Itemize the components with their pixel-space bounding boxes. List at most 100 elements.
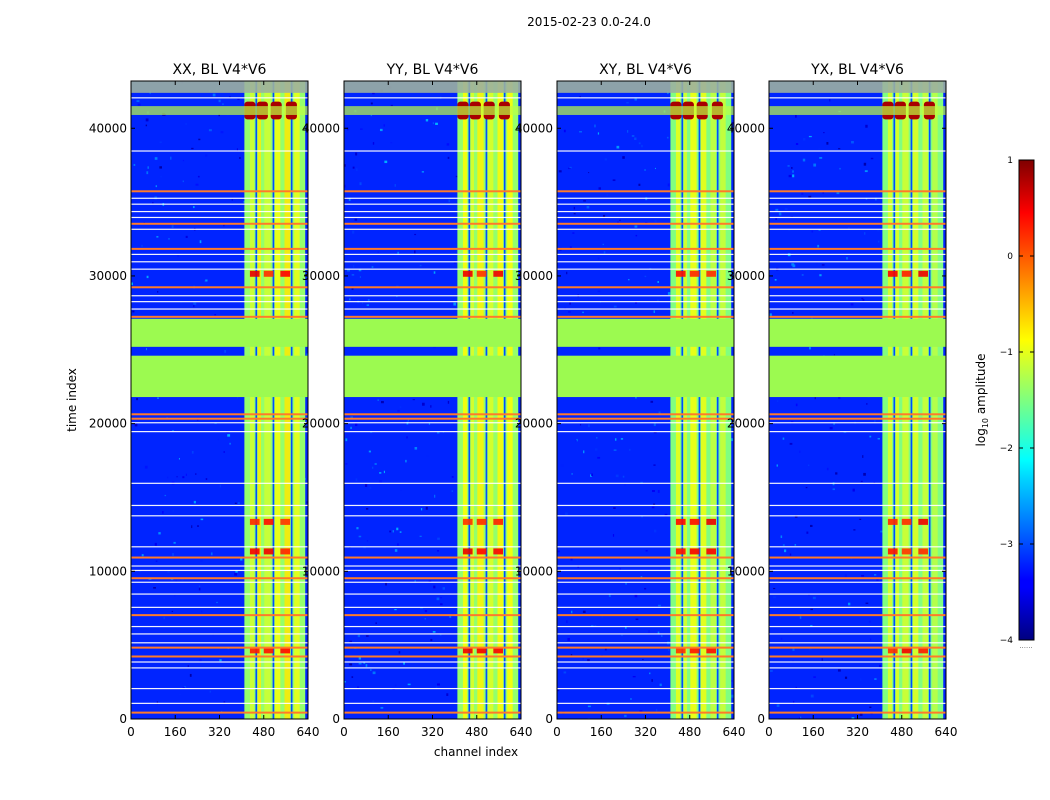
- panel-title: XY, BL V4*V6: [599, 62, 692, 78]
- noise-speck: [447, 156, 450, 159]
- noise-speck: [436, 683, 440, 686]
- noise-speck: [644, 587, 647, 590]
- noise-speck: [865, 602, 869, 604]
- noise-speck: [667, 183, 670, 187]
- noise-speck: [212, 93, 216, 97]
- noise-speck: [569, 166, 572, 169]
- y-tick-label: 0: [332, 712, 340, 726]
- noise-speck: [175, 579, 177, 582]
- rfi-patch: [706, 548, 717, 555]
- noise-speck: [602, 214, 606, 217]
- noise-speck: [638, 183, 641, 186]
- noise-speck: [360, 128, 363, 130]
- colorbar-under-marker: ......: [1019, 642, 1032, 650]
- noise-speck: [869, 638, 872, 641]
- noise-speck: [614, 438, 617, 441]
- noise-speck: [209, 690, 212, 693]
- flag-line: [769, 565, 946, 567]
- rfi-patch: [476, 647, 487, 654]
- noise-speck: [446, 693, 449, 696]
- x-tick-label: 160: [377, 725, 400, 739]
- noise-speck: [877, 438, 880, 440]
- rfi-column: [249, 81, 255, 719]
- x-tick-label: 0: [127, 725, 135, 739]
- flag-line: [131, 431, 308, 433]
- noise-speck: [588, 172, 590, 174]
- noise-speck: [864, 170, 868, 173]
- noise-speck: [390, 104, 393, 107]
- noise-speck: [583, 200, 586, 202]
- noise-speck: [348, 198, 351, 201]
- noise-speck: [182, 159, 185, 162]
- flag-line: [344, 268, 521, 270]
- colorbar-tick-label: −2: [1000, 444, 1013, 454]
- noise-speck: [826, 467, 829, 471]
- rfi-patch: [249, 647, 260, 654]
- noise-speck: [644, 169, 646, 171]
- noise-speck: [205, 154, 208, 157]
- y-tick-label: 30000: [515, 269, 553, 283]
- noise-speck: [377, 399, 379, 401]
- flag-line: [769, 228, 946, 230]
- flag-line: [557, 97, 734, 99]
- flag-line: [557, 203, 734, 205]
- noise-speck: [866, 403, 868, 405]
- noise-speck: [137, 103, 141, 106]
- noise-speck: [808, 648, 812, 651]
- noise-speck: [357, 634, 361, 638]
- noise-speck: [425, 506, 428, 510]
- rfi-gap: [681, 81, 684, 719]
- flag-line: [557, 268, 734, 270]
- noise-speck: [231, 199, 233, 201]
- flagged-block: [344, 318, 521, 347]
- noise-speck: [168, 238, 170, 240]
- noise-speck: [352, 166, 355, 169]
- flag-line: [557, 253, 734, 255]
- noise-speck: [407, 683, 411, 686]
- x-tick-label: 320: [421, 725, 444, 739]
- noise-speck: [433, 271, 436, 274]
- noise-speck: [358, 535, 362, 538]
- rfi-column: [477, 81, 484, 719]
- noise-speck: [641, 516, 643, 518]
- rfi-stripe: [344, 106, 521, 115]
- rfi-patch: [263, 518, 274, 525]
- y-tick-label: 20000: [89, 417, 127, 431]
- noise-speck: [567, 638, 570, 641]
- noise-speck: [878, 240, 880, 243]
- noise-speck: [661, 635, 663, 637]
- noise-speck: [859, 713, 863, 716]
- noise-speck: [802, 158, 806, 162]
- noise-speck: [568, 167, 571, 170]
- flag-line: [557, 228, 734, 230]
- noise-speck: [811, 230, 814, 233]
- noise-speck: [449, 615, 452, 618]
- noise-speck: [780, 637, 783, 640]
- noise-speck: [198, 587, 201, 591]
- flag-line: [344, 667, 521, 669]
- flag-line: [769, 546, 946, 548]
- noise-speck: [782, 544, 785, 547]
- y-tick-label: 20000: [727, 417, 765, 431]
- noise-speck: [597, 257, 600, 260]
- noise-speck: [795, 686, 797, 689]
- flag-line: [769, 308, 946, 310]
- noise-speck: [189, 673, 192, 677]
- x-tick-label: 320: [846, 725, 869, 739]
- noise-speck: [654, 167, 657, 170]
- noise-speck: [218, 114, 220, 117]
- noise-speck: [812, 596, 816, 600]
- noise-speck: [356, 168, 358, 172]
- noise-speck: [171, 610, 174, 612]
- noise-speck: [942, 223, 946, 226]
- noise-speck: [434, 494, 436, 498]
- noise-speck: [634, 594, 638, 598]
- noise-speck: [644, 275, 647, 278]
- noise-speck: [829, 426, 833, 430]
- flag-line: [557, 633, 734, 635]
- flag-line: [557, 504, 734, 507]
- noise-speck: [806, 531, 809, 534]
- noise-speck: [382, 266, 384, 269]
- noise-speck: [863, 162, 867, 166]
- noise-speck: [132, 310, 135, 313]
